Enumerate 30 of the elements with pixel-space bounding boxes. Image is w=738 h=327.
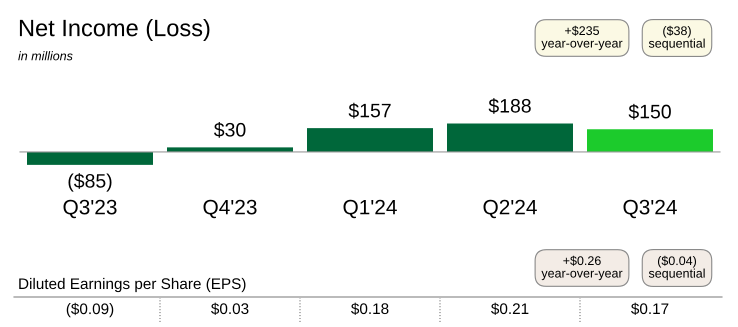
x-tick-label: Q4'23	[204, 200, 257, 218]
text: $0.03	[211, 302, 248, 316]
text: Diluted Earnings per Share (EPS)	[19, 278, 246, 292]
text: +$0.26	[563, 256, 601, 266]
bar	[447, 123, 573, 152]
bar	[307, 128, 433, 152]
x-tick-label: Q2'24	[484, 200, 537, 218]
text: ($38)	[663, 26, 691, 38]
data-label: $30	[214, 122, 246, 138]
x-tick-label: Q1'24	[344, 200, 397, 218]
text: $0.18	[351, 302, 388, 316]
text: year-over-year	[541, 270, 622, 280]
x-tick-label: Q3'23	[64, 200, 117, 218]
data-label: $188	[488, 98, 531, 114]
data-label: $157	[348, 102, 391, 119]
text: $0.17	[631, 302, 668, 316]
text: sequential	[648, 268, 705, 280]
text: +$235	[565, 26, 600, 36]
text: ($0.04)	[658, 256, 696, 268]
text: sequential	[648, 38, 705, 50]
text: ($0.09)	[66, 302, 114, 318]
text: year-over-year	[541, 40, 622, 50]
text: $0.21	[491, 302, 528, 316]
data-label: ($85)	[68, 173, 112, 192]
x-tick-label: Q3'24	[624, 200, 677, 218]
bar	[587, 129, 713, 152]
chart-subtitle: in millions	[18, 51, 73, 60]
chart-title: Net Income (Loss)	[20, 18, 210, 41]
data-label: $150	[628, 104, 671, 120]
bar	[27, 152, 153, 165]
